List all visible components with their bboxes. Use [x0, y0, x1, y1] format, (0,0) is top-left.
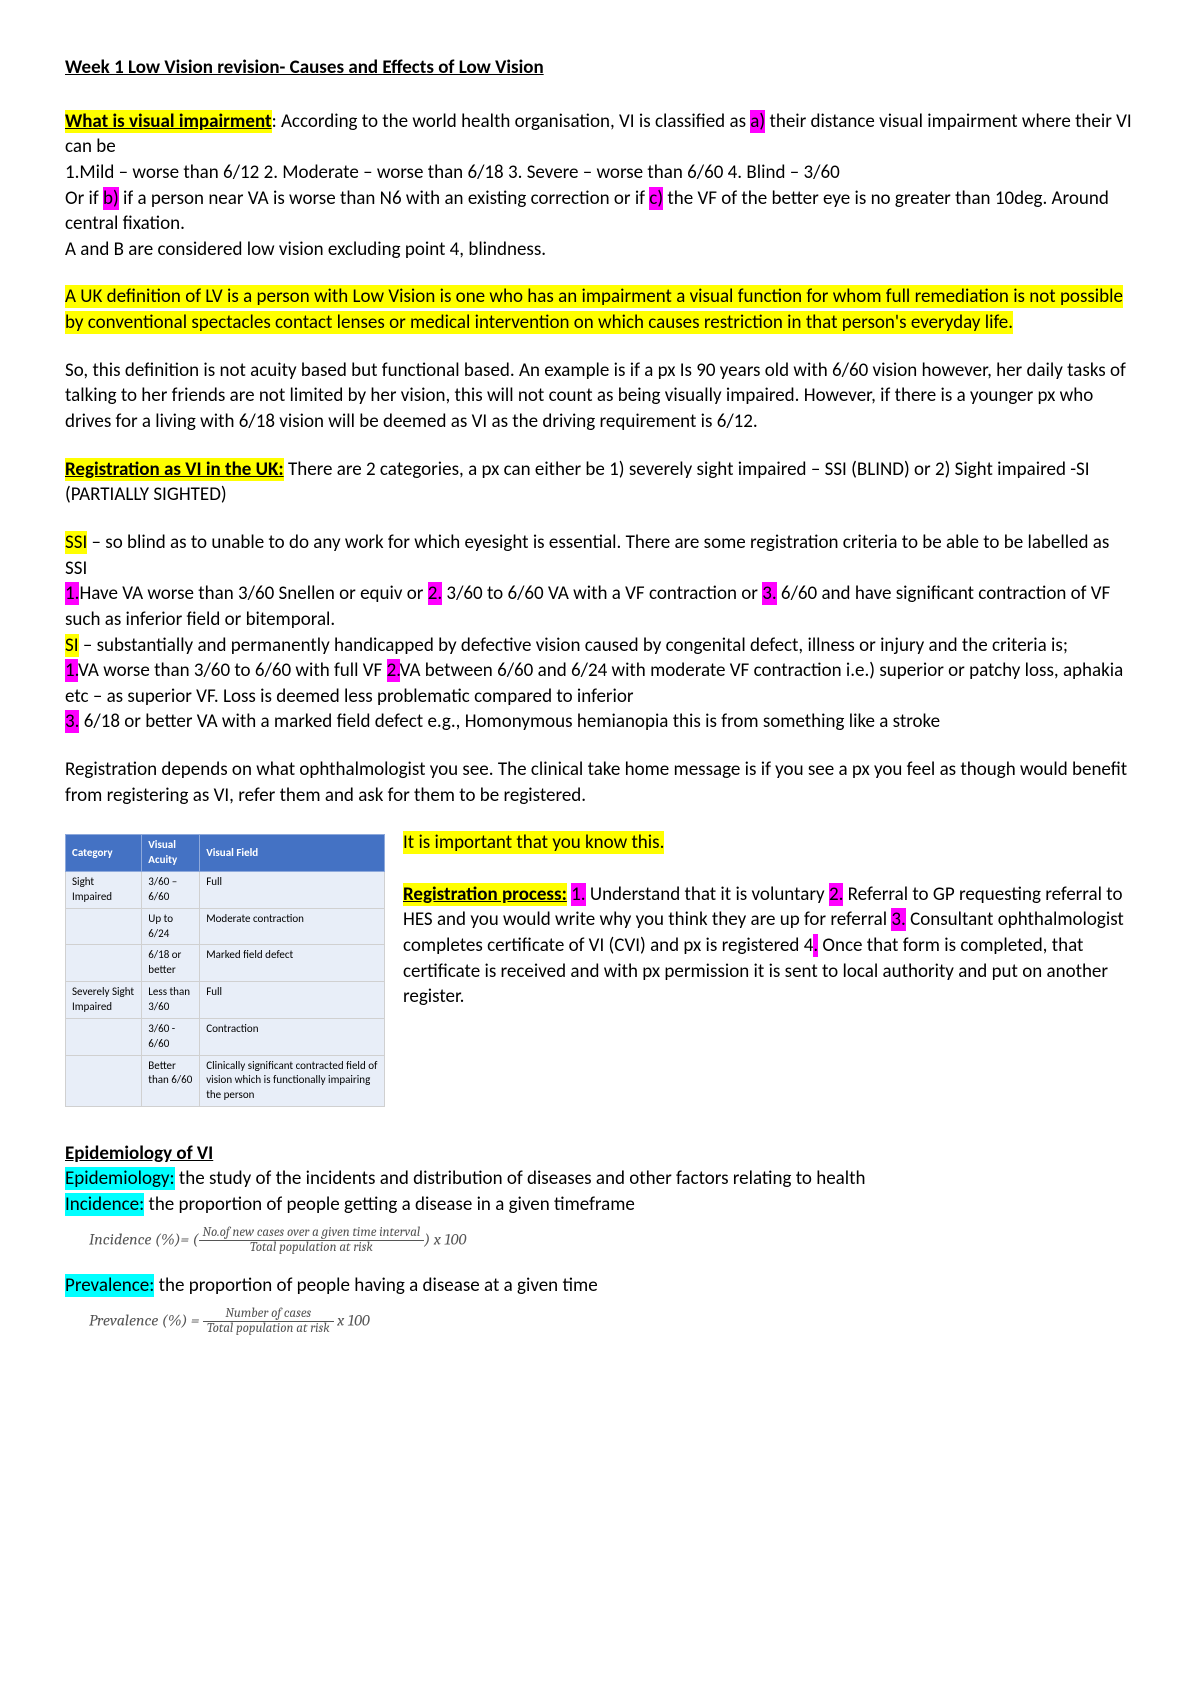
text: the proportion of people having a diseas… — [154, 1274, 597, 1297]
table-cell — [66, 945, 142, 982]
th-category: Category — [66, 835, 142, 872]
prevalence-label: Prevalence: — [65, 1274, 154, 1297]
num-1: 1. — [571, 883, 585, 906]
page-title: Week 1 Low Vision revision- Causes and E… — [65, 55, 1135, 81]
num-3: 3. — [891, 908, 905, 931]
incidence-formula: Incidence (%)= (No.of new cases over a g… — [89, 1226, 1135, 1256]
marker-a: a) — [750, 110, 765, 133]
num-2: 2. — [387, 659, 400, 682]
table-cell — [66, 1055, 142, 1107]
table-cell: Sight Impaired — [66, 872, 142, 909]
heading-epidemiology: Epidemiology of VI — [65, 1141, 1135, 1167]
text: the study of the incidents and distribut… — [175, 1167, 866, 1190]
th-field: Visual Field — [200, 835, 385, 872]
table-cell: 3/60 - 6/60 — [142, 1018, 200, 1055]
table-cell: Marked field defect — [200, 945, 385, 982]
text: – substantially and permanently handicap… — [79, 634, 1068, 657]
num-2: 2. — [428, 582, 442, 605]
table-cell: Moderate contraction — [200, 908, 385, 945]
th-acuity: Visual Acuity — [142, 835, 200, 872]
table-row: Up to 6/24Moderate contraction — [66, 908, 385, 945]
formula-num: Number of cases — [203, 1307, 334, 1322]
text: Understand that it is voluntary — [586, 883, 829, 906]
num-1: 1. — [65, 582, 79, 605]
text: Or if — [65, 187, 103, 210]
formula-rhs: ) x 100 — [424, 1230, 466, 1248]
text: A and B are considered low vision exclud… — [65, 238, 546, 261]
num-1: 1. — [65, 659, 78, 682]
epidemiology-label: Epidemiology: — [65, 1167, 175, 1190]
text: : According to the world health organisa… — [272, 110, 751, 133]
section-what-is-vi: What is visual impairment: According to … — [65, 109, 1135, 263]
text: Have VA worse than 3/60 Snellen or equiv… — [79, 582, 427, 605]
ssi-label: SSI — [65, 531, 87, 554]
registration-advice: Registration depends on what ophthalmolo… — [65, 757, 1135, 808]
incidence-label: Incidence: — [65, 1193, 144, 1216]
registration-categories: Registration as VI in the UK: There are … — [65, 457, 1135, 508]
table-row: Better than 6/60Clinically significant c… — [66, 1055, 385, 1107]
text: if a person near VA is worse than N6 wit… — [119, 187, 650, 210]
table-cell: Clinically significant contracted field … — [200, 1055, 385, 1107]
table-cell — [66, 908, 142, 945]
important-note: It is important that you know this. — [403, 831, 664, 854]
table-cell: Up to 6/24 — [142, 908, 200, 945]
text: Registration depends on what ophthalmolo… — [65, 758, 1127, 807]
num-3: 3. — [65, 710, 79, 733]
epi-def: Epidemiology: the study of the incidents… — [65, 1166, 1135, 1217]
text: – so blind as to unable to do any work f… — [65, 531, 1109, 580]
table-row: 3/60 - 6/60Contraction — [66, 1018, 385, 1055]
text: 1.Mild – worse than 6/12 2. Moderate – w… — [65, 161, 840, 184]
si-label: SI — [65, 634, 79, 657]
ssi-si-criteria: SSI – so blind as to unable to do any wo… — [65, 530, 1135, 735]
text: 6/18 or better VA with a marked field de… — [79, 710, 940, 733]
formula-num: No.of new cases over a given time interv… — [199, 1226, 425, 1241]
table-cell — [66, 1018, 142, 1055]
heading-registration: Registration as VI in the UK: — [65, 458, 284, 481]
table-row: Severely Sight ImpairedLess than 3/60Ful… — [66, 982, 385, 1019]
table-row: Sight Impaired3/60 – 6/60Full — [66, 872, 385, 909]
heading-reg-process: Registration process: — [403, 883, 567, 906]
text: VA worse than 3/60 to 6/60 with full VF — [78, 659, 387, 682]
table-row: 6/18 or betterMarked field defect — [66, 945, 385, 982]
table-cell: Severely Sight Impaired — [66, 982, 142, 1019]
table-cell: Less than 3/60 — [142, 982, 200, 1019]
table-cell: Full — [200, 982, 385, 1019]
heading-what-is-vi: What is visual impairment — [65, 110, 272, 133]
num-2: 2. — [829, 883, 843, 906]
uk-def-lead: A UK definition of LV is — [65, 285, 239, 308]
formula-lhs: Incidence (%)= ( — [89, 1230, 199, 1248]
marker-b: b) — [103, 187, 119, 210]
table-cell: Better than 6/60 — [142, 1055, 200, 1107]
prevalence-formula: Prevalence (%) = Number of casesTotal po… — [89, 1307, 1135, 1337]
marker-c: c) — [649, 187, 663, 210]
uk-definition: A UK definition of LV is a person with L… — [65, 284, 1135, 335]
prevalence-def: Prevalence: the proportion of people hav… — [65, 1273, 1135, 1299]
table-cell: Contraction — [200, 1018, 385, 1055]
num-3: 3. — [762, 582, 776, 605]
text: 3/60 to 6/60 VA with a VF contraction or — [442, 582, 762, 605]
text: the proportion of people getting a disea… — [144, 1193, 635, 1216]
formula-lhs: Prevalence (%) = — [89, 1311, 203, 1329]
table-cell: Full — [200, 872, 385, 909]
formula-den: Total population at risk — [203, 1322, 334, 1336]
formula-rhs: x 100 — [334, 1311, 370, 1329]
vi-criteria-table: Category Visual Acuity Visual Field Sigh… — [65, 834, 385, 1107]
functional-example: So, this definition is not acuity based … — [65, 358, 1135, 435]
formula-den: Total population at risk — [199, 1241, 425, 1255]
table-cell: 3/60 – 6/60 — [142, 872, 200, 909]
table-cell: 6/18 or better — [142, 945, 200, 982]
